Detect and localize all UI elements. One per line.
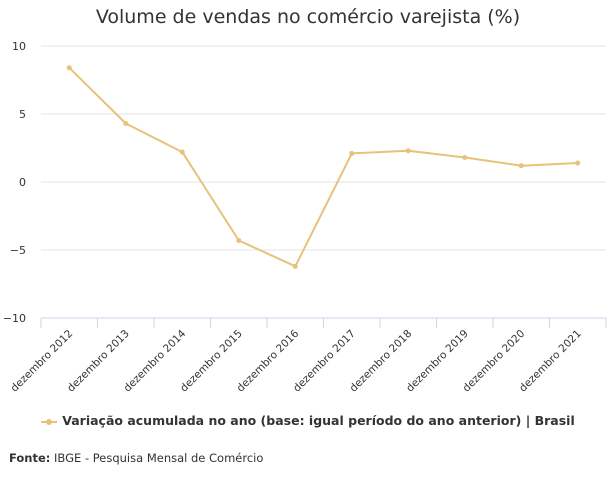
data-point — [292, 263, 298, 269]
source-text: IBGE - Pesquisa Mensal de Comércio — [54, 451, 264, 465]
y-tick-label: 10 — [12, 40, 26, 53]
y-tick-label: −10 — [3, 312, 26, 325]
series-line-layer — [68, 66, 579, 268]
y-tick-label: 5 — [19, 108, 26, 121]
chart-title: Volume de vendas no comércio varejista (… — [95, 6, 521, 28]
data-point — [405, 148, 411, 154]
y-axis-ticks: 10 5 0 −5 −10 — [3, 40, 26, 325]
x-tick-label: dezembro 2021 — [517, 328, 584, 395]
data-point — [349, 150, 355, 156]
data-point — [518, 163, 524, 169]
series-points — [66, 65, 581, 269]
data-point — [575, 160, 581, 166]
legend[interactable]: Variação acumulada no ano (base: igual p… — [0, 413, 616, 428]
source-note: Fonte: IBGE - Pesquisa Mensal de Comérci… — [9, 451, 263, 465]
data-point — [179, 149, 185, 155]
data-point — [236, 237, 242, 243]
legend-label: Variação acumulada no ano (base: igual p… — [62, 413, 575, 428]
gridlines — [41, 45, 606, 251]
data-point — [462, 155, 468, 161]
data-point — [123, 121, 129, 127]
y-tick-label: 0 — [19, 176, 26, 189]
series-line — [68, 66, 579, 268]
y-tick-label: −5 — [10, 244, 26, 257]
legend-swatch — [41, 417, 58, 427]
data-point — [66, 65, 72, 71]
source-label: Fonte: — [9, 451, 51, 465]
